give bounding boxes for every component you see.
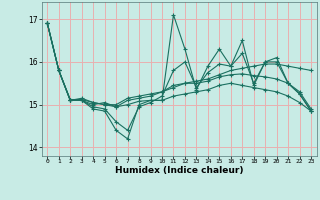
X-axis label: Humidex (Indice chaleur): Humidex (Indice chaleur) <box>115 166 244 175</box>
